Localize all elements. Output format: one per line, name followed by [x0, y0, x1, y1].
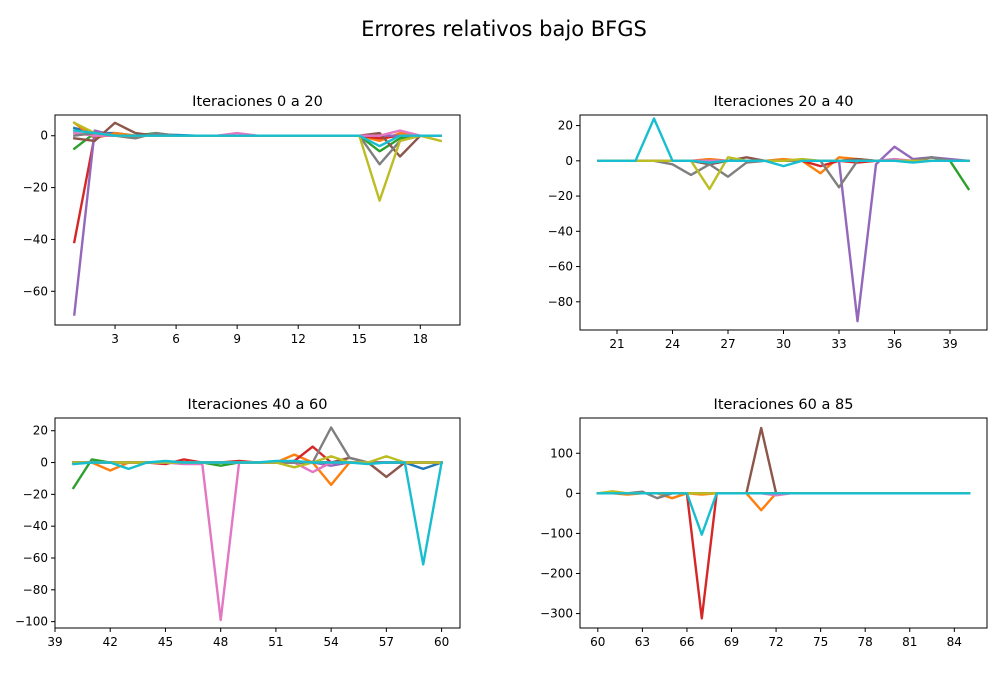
y-tick-label: 20	[558, 119, 573, 133]
x-tick-label: 60	[434, 635, 449, 649]
x-tick-label: 39	[47, 635, 62, 649]
x-tick-label: 3	[111, 332, 119, 346]
x-tick-label: 60	[590, 635, 605, 649]
series-group	[597, 117, 971, 323]
axes-frame	[579, 417, 988, 629]
x-tick-label: 66	[679, 635, 694, 649]
subplot-1: Iteraciones 0 a 20 3 6 9 12 15 18 −60 −40 −20 0	[23, 94, 461, 346]
y-tick-label: −20	[548, 189, 573, 203]
x-tick-label: 18	[413, 332, 428, 346]
y-tick-label: −100	[15, 615, 48, 629]
y-tick-label: 0	[565, 154, 573, 168]
y-tick-label: −80	[23, 583, 48, 597]
x-tick-label: 21	[609, 337, 624, 351]
y-tick-label: −60	[23, 551, 48, 565]
x-tick-label: 12	[291, 332, 306, 346]
y-tick-label: −40	[548, 224, 573, 238]
series-line-10	[72, 129, 442, 148]
subplot-3: Iteraciones 40 a 60 39 42 45 48 51 54 57 60 −100 −…	[15, 397, 461, 649]
series-group	[71, 426, 444, 622]
series-line-4	[72, 134, 442, 244]
series-line-6	[596, 426, 971, 495]
x-tick-label: 24	[665, 337, 680, 351]
y-tick-label: 100	[550, 446, 573, 460]
x-tick-label: 6	[172, 332, 180, 346]
y-tick-label: 0	[40, 129, 48, 143]
y-tick-label: −60	[548, 260, 573, 274]
y-tick-label: −60	[23, 284, 48, 298]
series-group	[596, 426, 971, 620]
subplot-title: Iteraciones 0 a 20	[192, 94, 323, 110]
x-tick-label: 27	[720, 337, 735, 351]
y-tick-label: −200	[540, 566, 573, 580]
series-line-5	[597, 145, 970, 323]
subplot-title: Iteraciones 40 a 60	[188, 397, 328, 413]
x-tick-label: 48	[213, 635, 228, 649]
x-tick-label: 54	[323, 635, 338, 649]
x-tick-label: 39	[942, 337, 957, 351]
x-tick-label: 69	[724, 635, 739, 649]
x-tick-label: 78	[858, 635, 873, 649]
axes-frame	[54, 114, 461, 326]
y-tick-label: −100	[540, 526, 573, 540]
subplot-2: Iteraciones 20 a 40 21 24 27 30 33 36 39 −80 −60 −…	[548, 94, 988, 351]
x-tick-label: 57	[379, 635, 394, 649]
figure-title: Errores relativos bajo BFGS	[361, 17, 647, 41]
x-tick-label: 51	[268, 635, 283, 649]
subplot-4: Iteraciones 60 a 85 60 63 66 69 72 75 78 81 84 −30…	[540, 397, 988, 649]
x-tick-label: 33	[831, 337, 846, 351]
series-line-6	[72, 121, 442, 158]
series-line-10	[597, 117, 970, 168]
series-line-7	[72, 461, 443, 622]
series-line-10	[72, 459, 443, 566]
y-tick-label: −40	[23, 232, 48, 246]
x-tick-label: 30	[776, 337, 791, 351]
x-tick-label: 72	[768, 635, 783, 649]
series-line-6	[72, 456, 443, 479]
y-tick-label: −20	[23, 181, 48, 195]
y-tick-label: 0	[565, 486, 573, 500]
x-tick-label: 45	[158, 635, 173, 649]
y-tick-label: −20	[23, 487, 48, 501]
y-tick-label: 20	[33, 424, 48, 438]
series-line-4	[596, 492, 971, 620]
subplot-title: Iteraciones 20 a 40	[714, 94, 854, 110]
x-tick-label: 75	[813, 635, 828, 649]
x-tick-label: 15	[352, 332, 367, 346]
y-tick-label: −40	[23, 519, 48, 533]
axes-frame	[54, 417, 461, 629]
x-tick-label: 36	[887, 337, 902, 351]
subplot-title: Iteraciones 60 a 85	[714, 397, 854, 413]
x-tick-label: 42	[103, 635, 118, 649]
y-tick-label: −80	[548, 295, 573, 309]
x-tick-label: 81	[902, 635, 917, 649]
series-group	[72, 121, 443, 316]
subplot-grid: Iteraciones 0 a 203 6 9 12 15 18−60−40−200Ite…	[15, 94, 988, 649]
x-tick-label: 84	[947, 635, 962, 649]
x-tick-label: 63	[635, 635, 650, 649]
x-tick-label: 9	[233, 332, 241, 346]
y-tick-label: 0	[40, 456, 48, 470]
y-tick-label: −300	[540, 607, 573, 621]
series-line-10	[596, 492, 971, 536]
